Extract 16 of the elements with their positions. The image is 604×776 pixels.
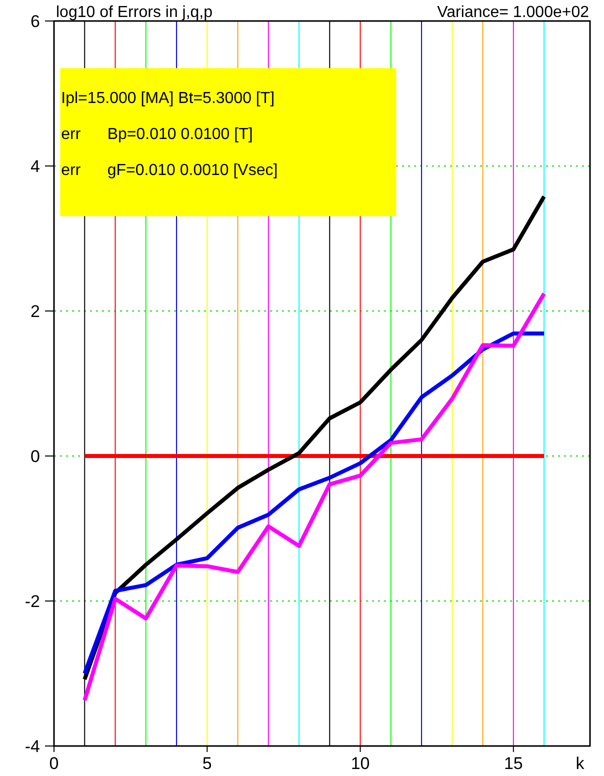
y-tick-label: 4 [30, 156, 40, 176]
x-axis-title: k [576, 754, 585, 773]
chart-subtitle: Variance= 1.000e+02 [437, 4, 590, 21]
annotation: err Bp=0.010 0.0100 [T] [61, 126, 253, 144]
y-tick-label: -4 [24, 736, 40, 756]
x-tick-label: 15 [504, 754, 523, 773]
x-tick-label: 10 [350, 754, 370, 773]
x-tick-label: 5 [202, 754, 212, 773]
y-tick-label: 0 [30, 446, 40, 466]
x-tick-label: 0 [49, 754, 59, 773]
y-tick-label: 6 [30, 12, 40, 31]
annotation: err gF=0.010 0.0010 [Vsec] [61, 162, 278, 180]
chart-title: log10 of Errors in j,q,p [56, 4, 213, 21]
y-tick-label: 2 [30, 302, 40, 321]
y-tick-label: -2 [24, 592, 40, 611]
annotation: Ipl=15.000 [MA] Bt=5.3000 [T] [61, 90, 275, 108]
